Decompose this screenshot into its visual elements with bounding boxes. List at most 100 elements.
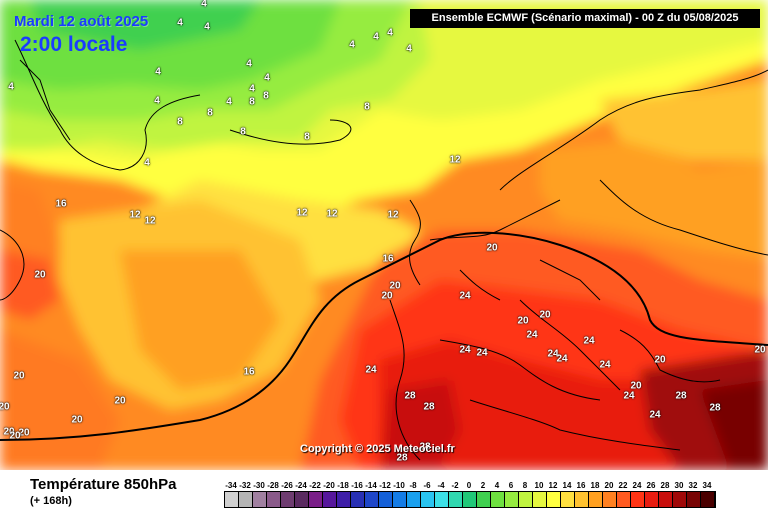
- isotherm-label: 24: [649, 409, 661, 421]
- color-swatch: [673, 492, 687, 507]
- isotherm-label: 16: [243, 366, 255, 378]
- isotherm-label: 24: [459, 344, 471, 356]
- isotherm-label: 12: [449, 154, 461, 166]
- color-swatch: [337, 492, 351, 507]
- isotherm-label: 8: [177, 116, 183, 128]
- scale-tick-label: 22: [618, 481, 628, 490]
- color-swatch: [505, 492, 519, 507]
- isotherm-label: 20: [630, 380, 642, 392]
- scale-tick-label: 8: [522, 481, 528, 490]
- isotherm-label: 20: [3, 426, 15, 438]
- isotherm-label: 4: [155, 66, 161, 78]
- color-swatch: [687, 492, 701, 507]
- variable-title: Température 850hPa: [30, 476, 177, 493]
- scale-tick-label: 18: [590, 481, 600, 490]
- color-swatch: [351, 492, 365, 507]
- scale-tick-label: 12: [548, 481, 558, 490]
- isotherm-label: 28: [709, 402, 721, 414]
- isotherm-label: 16: [55, 198, 67, 210]
- isotherm-label: 8: [263, 90, 269, 102]
- color-swatch: [435, 492, 449, 507]
- coastlines: [0, 39, 768, 461]
- scale-tick-label: -24: [295, 481, 307, 490]
- color-swatch: [309, 492, 323, 507]
- scale-tick-label: 30: [674, 481, 684, 490]
- forecast-local-time: 2:00 locale: [20, 33, 128, 56]
- scale-tick-label: 2: [480, 481, 486, 490]
- isotherm-label: 24: [599, 359, 611, 371]
- scale-tick-label: 14: [562, 481, 572, 490]
- isotherm-label: 4: [249, 83, 255, 95]
- isotherm-label: 12: [387, 209, 399, 221]
- isotherm-label: 20: [389, 280, 401, 292]
- isotherm-label: 4: [201, 0, 207, 10]
- color-swatch: [463, 492, 477, 507]
- color-swatch: [253, 492, 267, 507]
- scale-tick-label: 10: [534, 481, 544, 490]
- isotherm-label: 8: [207, 107, 213, 119]
- color-swatch: [267, 492, 281, 507]
- color-swatch: [379, 492, 393, 507]
- color-shading: [0, 0, 768, 470]
- isotherm-label: 24: [459, 290, 471, 302]
- color-swatch: [281, 492, 295, 507]
- color-swatch: [295, 492, 309, 507]
- isotherm-label: 12: [326, 208, 338, 220]
- contour-20: [0, 231, 768, 441]
- isotherm-label: 20: [71, 414, 83, 426]
- isotherm-label: 8: [240, 126, 246, 138]
- legend-footer: Température 850hPa (+ 168h) -34 -32 -30 -28…: [0, 470, 768, 512]
- lead-time: (+ 168h): [30, 495, 72, 507]
- scale-tick-label: 4: [494, 481, 500, 490]
- isotherm-label: 4: [349, 39, 355, 51]
- scale-tick-label: 26: [646, 481, 656, 490]
- color-swatch: [701, 492, 715, 507]
- color-swatch: [519, 492, 533, 507]
- model-run-banner: Ensemble ECMWF (Scénario maximal) - 00 Z…: [410, 9, 760, 28]
- scale-tick-label: -14: [365, 481, 377, 490]
- color-swatch: [659, 492, 673, 507]
- scale-tick-label: -10: [393, 481, 405, 490]
- isotherm-label: 4: [373, 31, 379, 43]
- forecast-date: Mardi 12 août 2025: [14, 13, 149, 30]
- isotherm-label: 24: [583, 335, 595, 347]
- color-swatch: [533, 492, 547, 507]
- isotherm-label: 12: [129, 209, 141, 221]
- isotherm-label: 20: [539, 309, 551, 321]
- isotherm-label: 24: [526, 329, 538, 341]
- scale-tick-label: -34: [225, 481, 237, 490]
- color-swatch: [225, 492, 239, 507]
- scale-tick-label: 20: [604, 481, 614, 490]
- color-swatch: [603, 492, 617, 507]
- isotherm-label: 8: [304, 131, 310, 143]
- isotherm-label: 4: [144, 157, 150, 169]
- isotherm-label: 20: [9, 430, 21, 442]
- isotherm-label: 4: [204, 21, 210, 33]
- color-swatch: [477, 492, 491, 507]
- color-swatch: [547, 492, 561, 507]
- scale-tick-label: -6: [423, 481, 431, 490]
- isotherm-label: 4: [226, 96, 232, 108]
- isotherm-label: 20: [114, 395, 126, 407]
- scale-tick-label: -26: [281, 481, 293, 490]
- isotherm-label: 24: [476, 347, 488, 359]
- isotherm-label: 4: [406, 43, 412, 55]
- color-swatch: [323, 492, 337, 507]
- scale-tick-label: -8: [409, 481, 417, 490]
- isotherm-label: 24: [556, 353, 568, 365]
- color-scale-bar: [224, 491, 716, 508]
- color-swatch: [631, 492, 645, 507]
- isotherm-label: 24: [547, 348, 559, 360]
- scale-tick-label: 0: [466, 481, 472, 490]
- scale-tick-label: -32: [239, 481, 251, 490]
- isotherm-label: 20: [18, 427, 30, 439]
- isotherm-label: 12: [296, 207, 308, 219]
- isotherm-label: 24: [365, 364, 377, 376]
- color-swatch: [645, 492, 659, 507]
- color-swatch: [239, 492, 253, 507]
- isotherm-label: 4: [387, 27, 393, 39]
- temperature-map: 4 4 4 4 4 4 4 4 4 4 4 4 4 4 8 8 8 8 8 8 8 4 12 16 12 12 12 12 12 20 16…: [0, 0, 768, 470]
- isotherm-label: 20: [654, 354, 666, 366]
- isotherm-label: 8: [364, 101, 370, 113]
- color-swatch: [589, 492, 603, 507]
